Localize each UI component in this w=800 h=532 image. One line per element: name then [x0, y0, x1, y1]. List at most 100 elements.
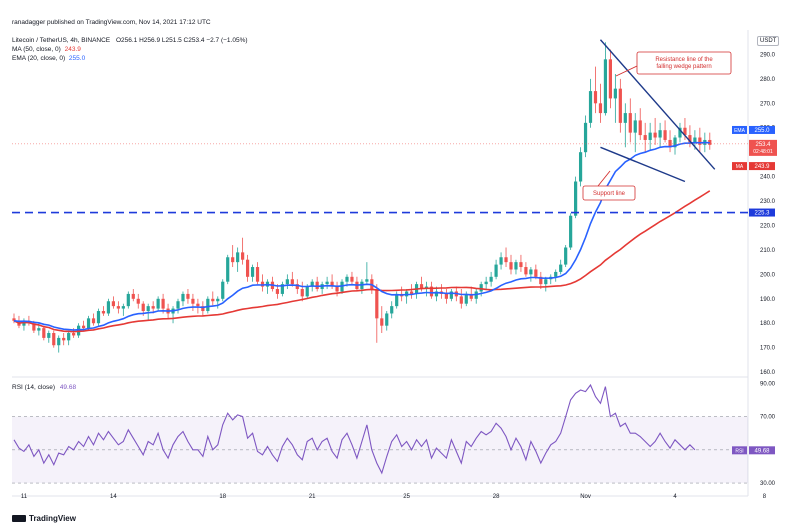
candle-body — [250, 267, 255, 277]
candle-body — [479, 284, 483, 292]
tradingview-logo-icon — [12, 515, 26, 523]
candle-body — [335, 286, 339, 292]
rsi-value-box — [749, 446, 775, 455]
candle-body — [648, 132, 652, 140]
candle-body — [300, 289, 304, 297]
rsi-tick-label: 30.00 — [760, 481, 776, 487]
ema-legend-value: 255.0 — [68, 55, 86, 62]
support-callout-box — [582, 185, 636, 201]
candle-body — [315, 281, 319, 290]
candle-body — [554, 271, 558, 277]
candle-body — [111, 301, 115, 307]
rsi-tag-label: RSI — [735, 448, 743, 454]
price-tick-label: 210.0 — [760, 248, 776, 254]
time-tick-label: 18 — [219, 494, 226, 500]
rsi-tick-label: 70.00 — [760, 415, 776, 421]
candle-body — [191, 298, 195, 304]
candle-body — [583, 122, 588, 153]
candle-body — [653, 132, 657, 138]
candle-body — [72, 333, 76, 336]
candle-body — [106, 301, 111, 314]
candle-body — [101, 311, 106, 314]
candle-body — [633, 120, 637, 133]
candle-body — [593, 91, 598, 104]
candle-body — [181, 293, 185, 302]
price-tick-label: 240.0 — [760, 175, 776, 181]
candle-body — [628, 113, 632, 133]
ma-tag-box — [732, 162, 747, 171]
candle-body — [176, 301, 180, 309]
last-price-box — [749, 139, 777, 156]
candle-body — [126, 293, 130, 307]
candle-body — [161, 298, 165, 309]
candle-body — [255, 267, 260, 282]
candle-body — [638, 120, 642, 136]
ma-tag-label: MA — [736, 164, 744, 170]
candle-body — [559, 264, 563, 272]
candle-body — [668, 139, 672, 148]
candle-body — [375, 289, 379, 319]
candle-body — [211, 298, 215, 302]
time-tick-label: 8 — [763, 494, 767, 500]
time-tick-label: 14 — [110, 494, 117, 500]
candle-body — [578, 152, 583, 182]
candle-body — [623, 113, 627, 123]
candle-body — [693, 137, 697, 143]
support-level-value: 225.3 — [754, 211, 770, 217]
resistance-callout-text: Resistance line of the falling wedge patt… — [655, 57, 713, 70]
candle-body — [603, 59, 608, 114]
candle-body — [141, 303, 145, 312]
candle-body — [564, 247, 568, 265]
ma-legend-label: MA (50, close, 0) — [12, 46, 61, 53]
time-tick-label: 4 — [673, 494, 677, 500]
candle-body — [534, 269, 538, 277]
candle-body — [62, 337, 66, 341]
ema-value-label: 255.0 — [754, 128, 770, 134]
candle-body — [350, 276, 354, 282]
candle-body — [91, 318, 96, 324]
candle-body — [504, 257, 508, 263]
candle-body — [151, 306, 155, 309]
countdown-label: 02:48:01 — [753, 149, 773, 155]
candle-body — [52, 333, 56, 346]
candle-body — [136, 298, 140, 304]
candle-body — [86, 318, 91, 329]
candle-body — [22, 320, 26, 326]
candle-body — [663, 130, 667, 140]
price-tick-label: 170.0 — [760, 346, 776, 352]
candle-body — [514, 262, 518, 270]
candle-body — [325, 281, 329, 285]
candle-body — [12, 318, 16, 321]
rsi-value-label: 49.68 — [754, 448, 770, 454]
candle-body — [201, 306, 205, 312]
candle-body — [42, 328, 46, 338]
resistance-callout-line: Resistance line of the — [655, 57, 713, 63]
ma-50-line — [13, 190, 711, 333]
candle-body — [231, 257, 235, 263]
rsi-legend-label: RSI (14, close) — [12, 384, 55, 391]
candle-body — [81, 325, 86, 329]
candle-body — [469, 293, 473, 299]
candle-body — [524, 267, 528, 275]
ma-value-label: 243.9 — [754, 164, 770, 170]
tradingview-logo[interactable]: TradingView — [12, 514, 76, 523]
candle-body — [544, 279, 548, 285]
candle-body — [698, 137, 702, 145]
candle-body — [390, 306, 394, 314]
candle-body — [67, 333, 71, 341]
symbol-line: Litecoin / TetherUS, 4h, BINANCE O256.1 … — [12, 36, 248, 45]
candle-body — [221, 281, 225, 299]
candle-body — [216, 298, 220, 302]
support-callout-text: Support line — [593, 191, 626, 197]
currency-badge[interactable]: USDT — [757, 36, 780, 46]
candle-body — [499, 257, 503, 265]
candle-body — [608, 59, 612, 99]
candle-body — [658, 130, 662, 138]
candle-body — [330, 281, 334, 287]
candle-body — [260, 281, 265, 287]
rsi-tick-label: 90.00 — [760, 381, 776, 387]
candle-body — [613, 88, 617, 99]
candle-body — [32, 323, 36, 331]
candle-body — [444, 293, 448, 299]
